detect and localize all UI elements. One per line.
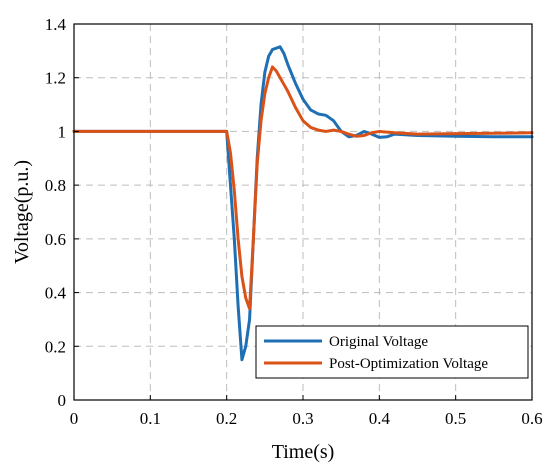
y-tick-label: 1.2 [45, 69, 66, 88]
x-tick-label: 0.2 [216, 409, 237, 428]
y-tick-label: 0.4 [45, 284, 67, 303]
x-tick-label: 0.1 [140, 409, 161, 428]
legend-label-post-optimization: Post-Optimization Voltage [329, 356, 488, 372]
y-tick-label: 1 [58, 122, 67, 141]
tick-labels: 0 0.1 0.2 0.3 0.4 0.5 0.6 0 0.2 0.4 0.6 0.8 1 1.2 1.4 [45, 15, 543, 428]
y-tick-label: 0.2 [45, 337, 66, 356]
series-line-post-optimization [72, 65, 534, 311]
x-tick-label: 0 [70, 409, 79, 428]
y-tick-label: 0.6 [45, 230, 66, 249]
legend-label-original: Original Voltage [329, 334, 428, 350]
x-tick-label: 0.5 [445, 409, 466, 428]
x-tick-label: 0.6 [521, 409, 542, 428]
legend-box [255, 325, 529, 379]
legend: Original Voltage Post-Optimization Volta… [255, 325, 529, 379]
series-line-original [72, 45, 534, 362]
x-tick-label: 0.4 [369, 409, 391, 428]
y-axis-title: Voltage(p.u.) [11, 160, 33, 264]
x-tick-label: 0.3 [292, 409, 313, 428]
y-tick-label: 1.4 [45, 15, 67, 34]
x-axis-title: Time(s) [272, 441, 335, 463]
y-tick-label: 0.8 [45, 176, 66, 195]
y-tick-label: 0 [58, 391, 67, 410]
series-lines [72, 45, 534, 362]
